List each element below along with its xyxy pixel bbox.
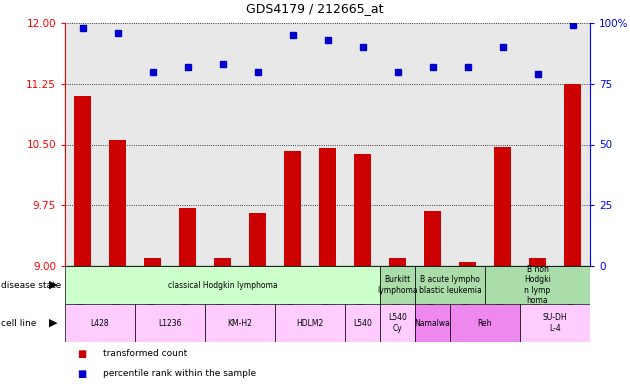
Bar <box>415 266 485 304</box>
Text: cell line: cell line <box>1 318 37 328</box>
Text: ■: ■ <box>77 349 87 359</box>
Bar <box>529 258 546 266</box>
Bar <box>389 258 406 266</box>
Text: L540
Cy: L540 Cy <box>388 313 407 333</box>
Bar <box>249 214 266 266</box>
Bar <box>65 266 380 304</box>
Text: classical Hodgkin lymphoma: classical Hodgkin lymphoma <box>168 280 277 290</box>
Text: ▶: ▶ <box>49 318 58 328</box>
Bar <box>354 154 371 266</box>
Bar <box>415 304 450 342</box>
Bar <box>109 141 126 266</box>
Bar <box>485 266 590 304</box>
Bar <box>459 262 476 266</box>
Text: SU-DH
L-4: SU-DH L-4 <box>542 313 567 333</box>
Bar <box>205 304 275 342</box>
Bar <box>74 96 91 266</box>
Text: Burkitt
lymphoma: Burkitt lymphoma <box>377 275 418 295</box>
Bar <box>284 151 301 266</box>
Bar <box>424 211 441 266</box>
Text: L428: L428 <box>91 318 110 328</box>
Text: HDLM2: HDLM2 <box>296 318 324 328</box>
Bar <box>564 84 581 266</box>
Bar <box>65 304 135 342</box>
Text: L1236: L1236 <box>158 318 181 328</box>
Bar <box>214 258 231 266</box>
Bar <box>450 304 520 342</box>
Text: B acute lympho
blastic leukemia: B acute lympho blastic leukemia <box>418 275 481 295</box>
Bar <box>319 148 336 266</box>
Bar <box>275 304 345 342</box>
Text: percentile rank within the sample: percentile rank within the sample <box>103 369 256 379</box>
Text: B non
Hodgki
n lymp
homa: B non Hodgki n lymp homa <box>524 265 551 305</box>
Bar <box>135 304 205 342</box>
Bar <box>179 208 197 266</box>
Bar <box>144 258 161 266</box>
Bar <box>380 266 415 304</box>
Bar <box>380 304 415 342</box>
Text: disease state: disease state <box>1 280 62 290</box>
Text: transformed count: transformed count <box>103 349 187 359</box>
Bar <box>494 147 512 266</box>
Text: Reh: Reh <box>478 318 492 328</box>
Text: L540: L540 <box>353 318 372 328</box>
Bar <box>520 304 590 342</box>
Text: KM-H2: KM-H2 <box>227 318 253 328</box>
Text: ■: ■ <box>77 369 87 379</box>
Text: GDS4179 / 212665_at: GDS4179 / 212665_at <box>246 2 384 15</box>
Bar <box>345 304 380 342</box>
Text: Namalwa: Namalwa <box>415 318 450 328</box>
Text: ▶: ▶ <box>49 280 58 290</box>
